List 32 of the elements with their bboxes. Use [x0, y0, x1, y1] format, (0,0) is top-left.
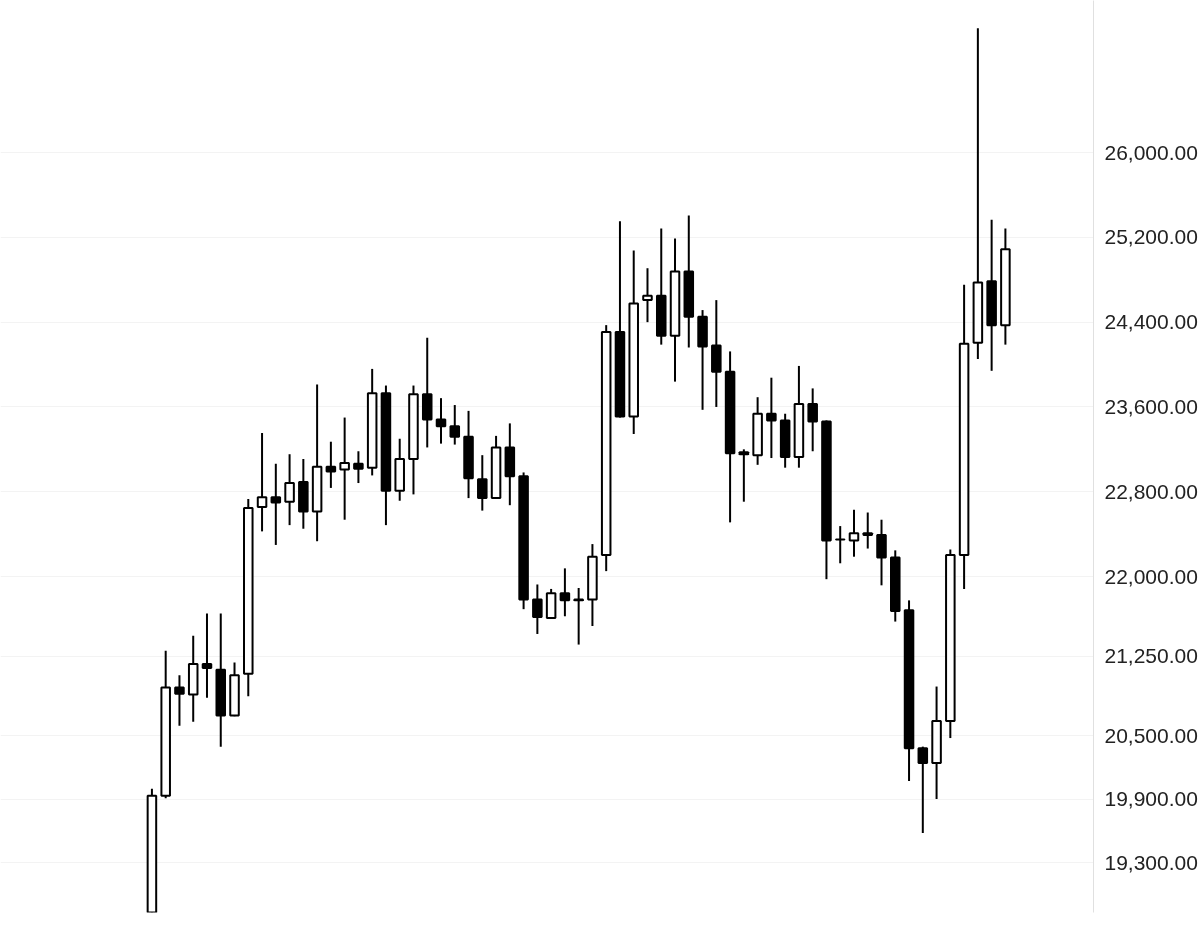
candlestick: [738, 448, 750, 503]
y-tick-label: 23,600.00: [1104, 394, 1198, 418]
candlestick: [270, 462, 282, 546]
y-tick-label: 26,000.00: [1104, 140, 1198, 164]
candlestick: [917, 745, 929, 834]
candlestick: [477, 454, 488, 512]
candlestick: [532, 583, 543, 635]
candlestick: [201, 612, 213, 699]
y-tick-label: 24,400.00: [1104, 310, 1198, 334]
candlestick: [435, 397, 447, 445]
candlestick: [642, 267, 653, 324]
candlestick: [559, 567, 571, 618]
y-tick-label: 22,800.00: [1104, 479, 1198, 503]
candlestick: [339, 416, 350, 521]
y-tick-label: 19,900.00: [1104, 787, 1198, 811]
y-tick-label: 19,300.00: [1104, 850, 1198, 874]
candlestick: [807, 387, 818, 453]
candlestick: [834, 525, 846, 565]
candlestick: [862, 511, 874, 550]
candlestick: [284, 453, 295, 527]
y-tick-label: 22,000.00: [1104, 564, 1198, 588]
candlestick: [174, 674, 185, 727]
y-tick-label: 21,250.00: [1104, 644, 1198, 668]
candlestick: [256, 432, 268, 533]
candlestick: [325, 440, 337, 489]
candlestick: [766, 376, 777, 460]
y-tick-label: 25,200.00: [1104, 225, 1198, 249]
candlestick: [353, 450, 364, 485]
y-tick-label: 20,500.00: [1104, 723, 1198, 747]
candlestick: [876, 518, 887, 587]
candlestick: [449, 404, 461, 446]
candlestick: [848, 508, 860, 558]
